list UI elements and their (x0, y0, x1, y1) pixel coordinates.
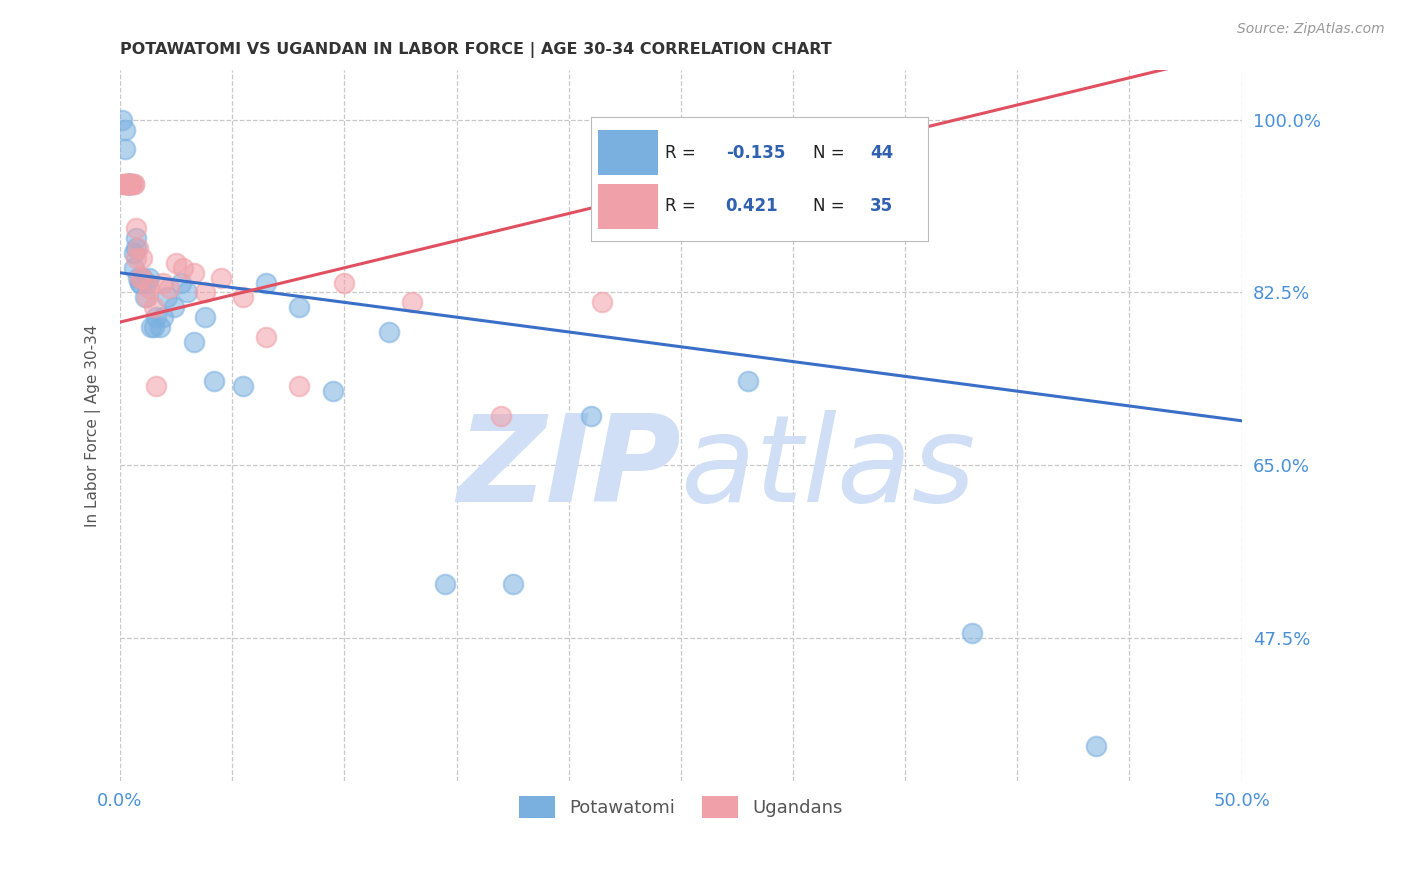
Point (145, 310, 167, 325)
Point (183, 334, 205, 349)
Point (254, 330, 277, 344)
Point (172, 260, 194, 275)
Point (209, 270, 232, 285)
Point (120, 177, 142, 191)
Point (122, 246, 145, 260)
Point (114, 177, 136, 191)
Point (232, 379, 254, 393)
Point (125, 241, 148, 255)
Point (118, 177, 141, 191)
Point (1084, 739, 1107, 754)
Point (125, 221, 148, 235)
Legend: Potawatomi, Ugandans: Potawatomi, Ugandans (512, 789, 851, 825)
Point (737, 374, 759, 388)
Point (176, 285, 198, 300)
Point (149, 320, 172, 334)
Point (131, 270, 153, 285)
Point (152, 276, 174, 290)
Point (378, 325, 401, 339)
Point (142, 320, 165, 334)
Text: POTAWATOMI VS UGANDAN IN LABOR FORCE | AGE 30-34 CORRELATION CHART: POTAWATOMI VS UGANDAN IN LABOR FORCE | A… (120, 42, 832, 58)
Text: ZIP: ZIP (457, 409, 681, 527)
Point (502, 576, 524, 591)
Point (202, 374, 225, 388)
Point (136, 276, 159, 290)
Point (434, 576, 457, 591)
Point (145, 379, 167, 393)
Point (125, 231, 148, 245)
Text: atlas: atlas (681, 409, 976, 527)
Point (127, 241, 149, 255)
Point (322, 384, 344, 399)
Point (118, 177, 141, 191)
Point (401, 295, 423, 310)
Point (120, 177, 142, 191)
Point (131, 270, 153, 285)
Point (232, 290, 254, 304)
Point (115, 177, 138, 191)
Point (138, 280, 160, 294)
Point (115, 177, 138, 191)
Point (114, 177, 136, 191)
Point (127, 270, 149, 285)
Point (125, 251, 148, 265)
Point (288, 300, 311, 314)
Point (491, 409, 513, 423)
Point (962, 626, 984, 640)
Point (129, 276, 152, 290)
Point (115, 177, 138, 191)
Point (111, 112, 134, 127)
Point (129, 270, 152, 285)
Text: Source: ZipAtlas.com: Source: ZipAtlas.com (1237, 22, 1385, 37)
Point (118, 177, 141, 191)
Point (131, 251, 153, 265)
Point (165, 256, 187, 270)
Point (122, 260, 145, 275)
Point (129, 276, 152, 290)
Point (111, 177, 134, 191)
Point (131, 270, 153, 285)
Point (254, 276, 277, 290)
Point (134, 290, 156, 304)
Point (136, 290, 159, 304)
Point (579, 409, 602, 423)
Point (169, 276, 191, 290)
Point (115, 177, 138, 191)
Point (118, 177, 141, 191)
Point (114, 142, 136, 156)
Point (163, 300, 186, 314)
Point (120, 177, 142, 191)
Point (141, 320, 163, 334)
Point (183, 266, 205, 280)
Y-axis label: In Labor Force | Age 30-34: In Labor Force | Age 30-34 (86, 325, 101, 527)
Point (333, 276, 356, 290)
Point (122, 177, 145, 191)
Point (138, 270, 160, 285)
Point (157, 280, 180, 294)
Point (152, 310, 174, 325)
Point (156, 290, 179, 304)
Point (194, 310, 217, 325)
Point (591, 295, 613, 310)
Point (120, 177, 142, 191)
Point (288, 379, 311, 393)
Point (122, 177, 145, 191)
Point (142, 300, 165, 314)
Point (194, 285, 217, 300)
Point (114, 122, 136, 136)
